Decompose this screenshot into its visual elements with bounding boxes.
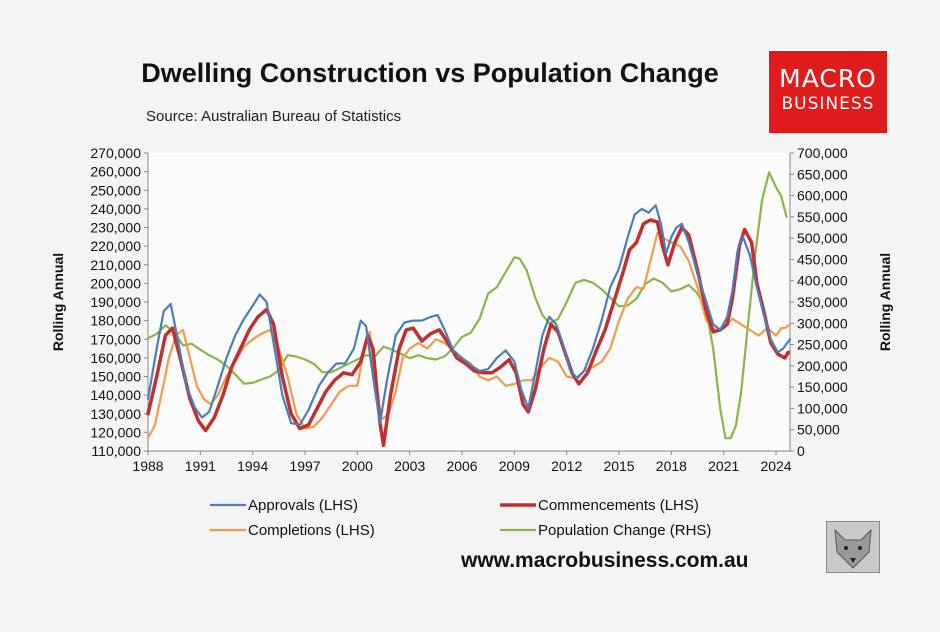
x-tick-label: 2012 — [551, 458, 582, 474]
legend-label: Commencements (LHS) — [538, 497, 699, 514]
y-tick-label-right: 600,000 — [797, 188, 848, 204]
y-tick-label-left: 240,000 — [90, 201, 141, 217]
chart-title: Dwelling Construction vs Population Chan… — [141, 58, 719, 88]
y-tick-label-left: 140,000 — [90, 387, 141, 403]
x-tick-label: 1997 — [289, 458, 320, 474]
chart-source: Source: Australian Bureau of Statistics — [146, 108, 402, 125]
y-tick-label-right: 300,000 — [797, 315, 848, 331]
legend-label: Population Change (RHS) — [538, 522, 711, 539]
x-tick-label: 2024 — [760, 458, 791, 474]
y-tick-label-left: 120,000 — [90, 424, 141, 440]
x-tick-label: 2021 — [708, 458, 739, 474]
x-tick-label: 2003 — [394, 458, 425, 474]
y-tick-label-right: 550,000 — [797, 209, 848, 225]
y-tick-label-right: 50,000 — [797, 422, 840, 438]
x-tick-label: 1991 — [185, 458, 216, 474]
y-tick-label-right: 650,000 — [797, 166, 848, 182]
chart-axes: 1988 1991 1994 1997 2000 2003 2006 2009 2012 2015… — [90, 145, 847, 474]
y-tick-label-left: 150,000 — [90, 369, 141, 385]
fox-drawing — [834, 528, 872, 569]
y-tick-label-left: 200,000 — [90, 275, 141, 291]
x-tick-label: 2015 — [603, 458, 634, 474]
chart-legend: Approvals (LHS) Commencements (LHS) Comple… — [210, 497, 711, 539]
y-tick-label-right: 100,000 — [797, 400, 848, 416]
legend-label: Approvals (LHS) — [248, 497, 358, 514]
x-tick-label: 1994 — [237, 458, 268, 474]
fox-mascot-icon — [826, 521, 880, 573]
x-tick-label: 2000 — [342, 458, 373, 474]
y-tick-label-right: 450,000 — [797, 251, 848, 267]
x-tick-label: 1988 — [132, 458, 163, 474]
plot-area — [148, 153, 790, 451]
y-tick-label-right: 0 — [797, 443, 805, 459]
y-tick-label-right: 350,000 — [797, 294, 848, 310]
y-tick-label-right: 400,000 — [797, 273, 848, 289]
y-tick-label-left: 180,000 — [90, 313, 141, 329]
macrobusiness-logo: MACRO BUSINESS — [769, 51, 887, 133]
y-tick-label-left: 270,000 — [90, 145, 141, 161]
y-axis-label-right: Rolling Annual — [877, 253, 893, 351]
y-tick-label-left: 210,000 — [90, 257, 141, 273]
y-tick-label-right: 250,000 — [797, 337, 848, 353]
y-axis-label-left: Rolling Annual — [50, 253, 66, 351]
y-tick-label-left: 230,000 — [90, 220, 141, 236]
y-tick-label-right: 700,000 — [797, 145, 848, 161]
series-line-approvals — [146, 204, 792, 426]
y-tick-label-left: 260,000 — [90, 164, 141, 180]
y-tick-label-left: 170,000 — [90, 331, 141, 347]
y-tick-label-left: 250,000 — [90, 182, 141, 198]
y-tick-label-left: 220,000 — [90, 238, 141, 254]
y-tick-label-left: 160,000 — [90, 350, 141, 366]
website-url: www.macrobusiness.com.au — [461, 549, 749, 572]
logo-line-1: MACRO — [779, 64, 877, 93]
y-tick-label-left: 190,000 — [90, 294, 141, 310]
y-tick-label-right: 200,000 — [797, 358, 848, 374]
y-tick-label-right: 500,000 — [797, 230, 848, 246]
series-layer — [146, 171, 792, 448]
y-tick-label-left: 110,000 — [91, 443, 141, 459]
y-tick-label-left: 130,000 — [90, 406, 141, 422]
x-tick-label: 2018 — [656, 458, 687, 474]
legend-label: Completions (LHS) — [248, 522, 375, 539]
x-tick-label: 2009 — [499, 458, 530, 474]
x-tick-label: 2006 — [446, 458, 477, 474]
logo-line-2: BUSINESS — [781, 94, 875, 114]
y-tick-label-right: 150,000 — [797, 379, 848, 395]
